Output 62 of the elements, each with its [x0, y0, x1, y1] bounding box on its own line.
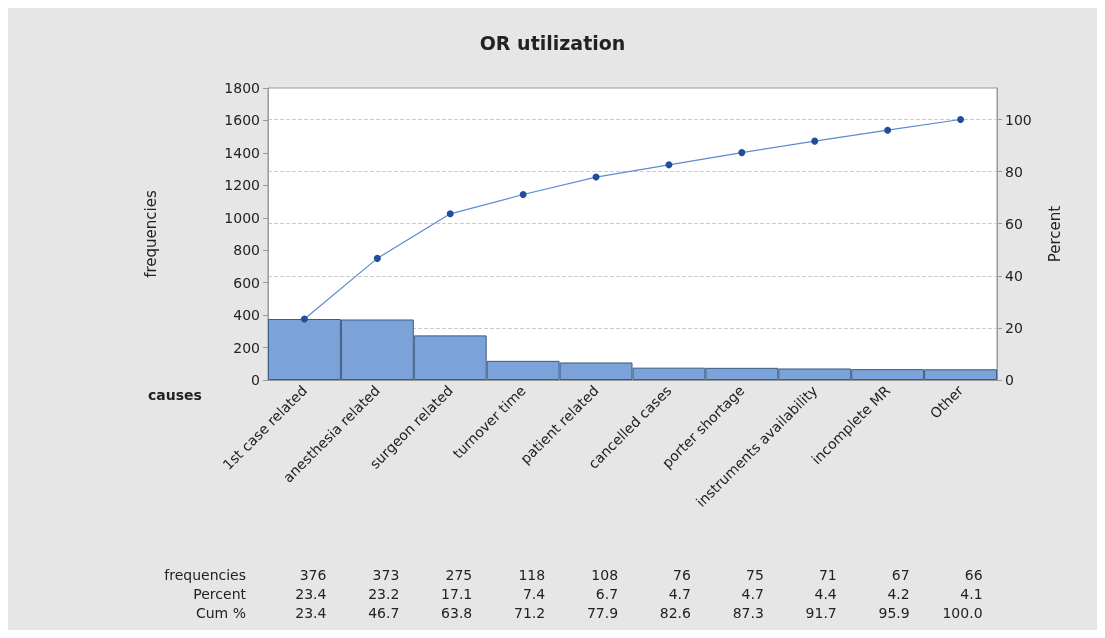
text: Cum % — [195, 605, 246, 621]
text: 23.2 — [368, 586, 400, 602]
y2-tick-label: 20 — [1005, 319, 1023, 336]
text: 4.2 — [887, 586, 910, 602]
point — [300, 315, 308, 323]
y-tick-label: 1200 — [224, 177, 260, 194]
point — [665, 161, 673, 169]
data-label: 118 — [518, 567, 546, 583]
chart-title: OR utilization — [479, 31, 626, 54]
data-label: 373 — [372, 567, 400, 583]
point — [446, 210, 454, 218]
data-label: 76 — [673, 567, 692, 583]
text: 6.7 — [595, 586, 619, 602]
data-label: 87.3 — [732, 605, 764, 621]
text: 23.4 — [295, 586, 327, 602]
data-label: 108 — [591, 567, 619, 583]
data-label: 71.2 — [513, 605, 546, 621]
text: frequencies — [164, 567, 246, 583]
data-label: 75 — [746, 567, 764, 583]
data-label: 82.6 — [659, 605, 692, 621]
data-label: 46.7 — [368, 605, 400, 621]
y2-tick-label: 60 — [1005, 215, 1023, 232]
data-label: 67 — [891, 567, 910, 583]
y-tick-label: 1000 — [224, 209, 260, 226]
data-label: 71 — [818, 567, 837, 583]
text: 4.1 — [960, 586, 983, 602]
data-label: 275 — [445, 567, 473, 583]
data-label: 100.0 — [942, 605, 983, 621]
y-tick-label: 800 — [233, 242, 260, 259]
data-label: 63.8 — [441, 605, 473, 621]
text: 7.4 — [522, 586, 546, 602]
point — [373, 254, 381, 262]
text: 4.7 — [668, 586, 691, 602]
data-label: 95.9 — [878, 605, 910, 621]
y-tick-label: 600 — [233, 274, 260, 291]
y-tick-label: 400 — [233, 307, 260, 324]
y-tick-label: 1600 — [224, 112, 260, 129]
y2-tick-label: 100 — [1005, 111, 1032, 128]
point — [811, 137, 819, 145]
data-label: 66 — [964, 567, 983, 583]
data-label: 77.9 — [586, 605, 619, 621]
y2-tick-label: 80 — [1005, 163, 1023, 180]
y-axis-title: frequencies — [141, 190, 160, 278]
y-tick-label: 0 — [251, 372, 260, 388]
text: 4.4 — [814, 586, 837, 602]
y-tick-label: 1400 — [224, 144, 260, 161]
point — [957, 116, 965, 124]
point — [884, 126, 892, 134]
y-tick-label: 1800 — [224, 80, 260, 96]
data-label: 91.7 — [805, 605, 837, 621]
point — [738, 149, 746, 157]
text: 17.1 — [441, 586, 473, 602]
data-label: 23.4 — [295, 605, 327, 621]
text: Percent — [193, 586, 247, 602]
text: 4.7 — [741, 586, 764, 602]
point — [519, 191, 527, 199]
y2-tick-label: 40 — [1005, 267, 1023, 284]
y-tick-label: 200 — [233, 339, 260, 356]
x-axis-title: causes — [148, 387, 202, 403]
data-label: 376 — [299, 567, 327, 583]
y2-tick-label: 0 — [1005, 372, 1014, 388]
y2-axis-title: Percent — [1045, 205, 1064, 263]
